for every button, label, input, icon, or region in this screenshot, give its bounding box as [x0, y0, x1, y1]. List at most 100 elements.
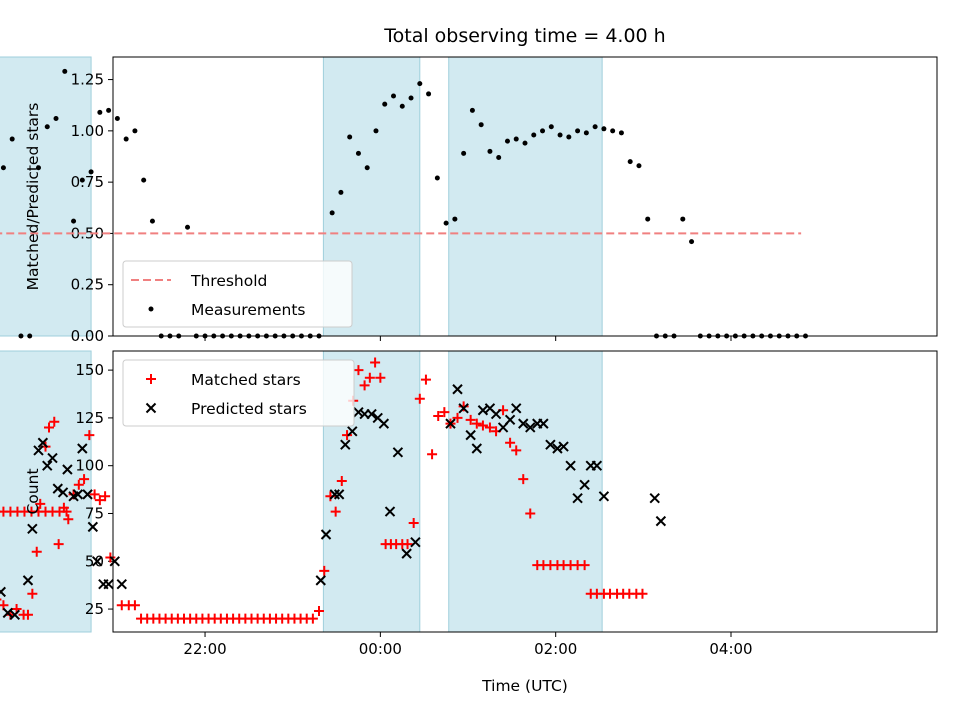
- predicted-star-point: [525, 422, 536, 433]
- predicted-star-point: [392, 447, 404, 458]
- matched-star-point: [353, 365, 364, 376]
- predicted-star-point: [545, 439, 556, 450]
- measurement-point: [97, 109, 103, 115]
- ratio-panel: 0.00 0.25 0.50 0.75 1.00 1.25 Matched/Predict…: [0, 56, 938, 345]
- measurement-point: [610, 128, 616, 134]
- measurement-point: [185, 224, 191, 230]
- matched-star-point: [342, 430, 353, 441]
- measurement-point: [71, 218, 77, 224]
- matched-star-point: [452, 412, 463, 423]
- measurement-point: [347, 134, 353, 140]
- predicted-star-point: [87, 521, 99, 533]
- ratio-y-axis-label: Matched/Predicted stars: [24, 103, 42, 291]
- predicted-star-point: [347, 426, 358, 437]
- matched-star-point: [408, 518, 419, 529]
- matched-star-point: [637, 588, 648, 599]
- predicted-star-point: [52, 483, 63, 494]
- matched-star-point: [22, 609, 33, 620]
- measurement-point: [132, 128, 138, 134]
- matched-star-point: [84, 430, 95, 441]
- predicted-star-point: [579, 479, 590, 491]
- measurement-point: [149, 218, 155, 224]
- predicted-star-point: [401, 548, 412, 559]
- matched-star-point: [458, 401, 469, 412]
- predicted-star-point: [511, 403, 522, 414]
- matched-star-point: [129, 600, 140, 611]
- measurement-point: [417, 81, 423, 87]
- matched-star-point: [307, 613, 318, 624]
- x-tick-label: 04:00: [709, 640, 752, 658]
- y-tick-label: 1.00: [71, 122, 104, 140]
- predicted-star-point: [471, 443, 482, 454]
- measurement-point: [53, 116, 59, 122]
- predicted-star-point: [591, 460, 603, 471]
- predicted-star-point: [57, 487, 69, 498]
- measurement-point: [391, 93, 397, 99]
- measurement-point: [540, 128, 546, 134]
- predicted-star-point: [333, 489, 345, 500]
- measurement-point: [114, 116, 120, 122]
- x-tick-label: 00:00: [359, 640, 402, 658]
- measurement-point: [513, 136, 519, 142]
- measurement-point: [469, 107, 475, 113]
- predicted-star-point: [649, 492, 660, 504]
- measurement-point: [79, 177, 85, 183]
- measurement-point: [592, 124, 598, 130]
- measurement-point: [106, 107, 112, 113]
- measurement-point: [680, 216, 686, 222]
- legend-threshold-label: Threshold: [190, 272, 267, 290]
- measurement-point: [487, 148, 493, 154]
- legend-measurements-label: Measurements: [191, 301, 306, 319]
- matched-star-point: [439, 407, 450, 418]
- y-tick-label: 50: [85, 552, 104, 570]
- measurement-point: [496, 155, 502, 161]
- predicted-star-point: [378, 418, 390, 429]
- matched-star-point: [471, 418, 482, 429]
- y-tick-label: 150: [75, 361, 104, 379]
- predicted-star-point: [62, 464, 73, 475]
- y-tick-label: 100: [75, 457, 104, 475]
- measurement-point: [478, 122, 484, 128]
- measurement-point: [382, 101, 388, 107]
- predicted-star-point: [37, 437, 49, 448]
- legend-measurements-swatch: [148, 306, 154, 312]
- observing-window: [448, 56, 603, 337]
- y-tick-label: 0.25: [71, 276, 104, 294]
- measurement-point: [548, 124, 554, 130]
- matched-star-point: [402, 539, 413, 550]
- matched-star-point: [525, 508, 536, 519]
- matched-star-point: [314, 605, 324, 616]
- predicted-star-point: [552, 443, 563, 454]
- measurement-point: [452, 216, 458, 222]
- measurement-point: [18, 333, 24, 339]
- measurement-point: [645, 216, 651, 222]
- predicted-star-point: [452, 384, 463, 395]
- predicted-star-point: [572, 492, 583, 504]
- measurement-point: [636, 163, 642, 169]
- predicted-star-point: [565, 460, 576, 471]
- x-tick-label: 22:00: [183, 640, 226, 658]
- measurement-point: [426, 91, 432, 97]
- matched-star-point: [518, 474, 529, 485]
- predicted-star-point: [518, 418, 529, 429]
- predicted-star-point: [116, 579, 127, 590]
- measurement-point: [373, 128, 379, 134]
- matched-star-point: [511, 445, 522, 456]
- ratio-legend: Threshold Measurements: [122, 260, 353, 328]
- predicted-star-point: [22, 575, 34, 586]
- measurement-point: [575, 128, 581, 134]
- measurement-point: [27, 333, 33, 339]
- measurement-point: [123, 136, 129, 142]
- measurement-point: [141, 177, 147, 183]
- measurement-point: [35, 165, 41, 171]
- matched-star-point: [53, 539, 64, 550]
- matched-star-point: [330, 506, 341, 517]
- y-tick-label: 75: [85, 504, 104, 522]
- measurement-point: [434, 175, 440, 181]
- matched-star-point: [433, 410, 444, 421]
- legend-matched-swatch: [146, 374, 156, 384]
- matched-star-point: [89, 489, 100, 500]
- measurement-point: [355, 150, 361, 156]
- predicted-star-point: [27, 523, 38, 534]
- matched-star-point: [31, 546, 42, 557]
